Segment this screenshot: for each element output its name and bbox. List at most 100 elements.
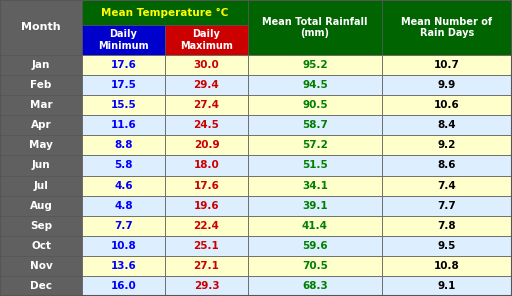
Bar (165, 276, 248, 296)
Bar (382, 236, 512, 256)
Bar (165, 95, 248, 115)
Bar (165, 216, 248, 236)
Text: 15.5: 15.5 (111, 100, 136, 110)
Text: 16.0: 16.0 (111, 281, 136, 291)
Bar (82, 155, 165, 176)
Bar (82, 75, 165, 95)
Bar (0, 216, 82, 236)
Text: 90.5: 90.5 (302, 100, 328, 110)
Text: 41.4: 41.4 (302, 221, 328, 231)
Bar (248, 236, 382, 256)
Bar (82, 276, 165, 296)
Text: 4.8: 4.8 (114, 201, 133, 211)
Text: Jan: Jan (32, 60, 50, 70)
Text: 70.5: 70.5 (302, 261, 328, 271)
Text: 8.8: 8.8 (114, 140, 133, 150)
Bar (82, 0, 248, 25)
Text: 10.6: 10.6 (434, 100, 460, 110)
Text: 30.0: 30.0 (194, 60, 219, 70)
Text: 27.4: 27.4 (194, 100, 220, 110)
Text: Feb: Feb (30, 80, 52, 90)
Bar (248, 256, 382, 276)
Bar (382, 115, 512, 135)
Bar (248, 135, 382, 155)
Text: 7.7: 7.7 (114, 221, 133, 231)
Text: 17.6: 17.6 (111, 60, 136, 70)
Bar (165, 196, 248, 216)
Bar (0, 176, 82, 196)
Bar (0, 236, 82, 256)
Text: 94.5: 94.5 (302, 80, 328, 90)
Bar (382, 135, 512, 155)
Bar (248, 196, 382, 216)
Bar (165, 256, 248, 276)
Text: 7.7: 7.7 (438, 201, 456, 211)
Bar (82, 115, 165, 135)
Text: 25.1: 25.1 (194, 241, 219, 251)
Bar (382, 55, 512, 75)
Bar (0, 95, 82, 115)
Bar (382, 196, 512, 216)
Text: May: May (29, 140, 53, 150)
Text: 5.8: 5.8 (114, 160, 133, 170)
Text: 24.5: 24.5 (194, 120, 220, 130)
Bar (82, 196, 165, 216)
Text: Nov: Nov (30, 261, 52, 271)
Text: Mean Total Rainfall
(mm): Mean Total Rainfall (mm) (262, 17, 368, 38)
Text: 8.4: 8.4 (438, 120, 456, 130)
Text: 22.4: 22.4 (194, 221, 220, 231)
Text: 95.2: 95.2 (302, 60, 328, 70)
Bar (248, 115, 382, 135)
Text: 59.6: 59.6 (302, 241, 328, 251)
Bar (248, 176, 382, 196)
Text: 39.1: 39.1 (302, 201, 328, 211)
Text: 17.5: 17.5 (111, 80, 136, 90)
Text: 7.8: 7.8 (438, 221, 456, 231)
Bar (382, 155, 512, 176)
Text: Month: Month (21, 22, 61, 33)
Bar (382, 95, 512, 115)
Bar (382, 75, 512, 95)
Text: 20.9: 20.9 (194, 140, 219, 150)
Bar (165, 155, 248, 176)
Text: 10.8: 10.8 (434, 261, 460, 271)
Text: Mean Temperature °C: Mean Temperature °C (101, 7, 229, 17)
Bar (165, 115, 248, 135)
Text: Daily
Maximum: Daily Maximum (180, 29, 233, 51)
Text: Aug: Aug (30, 201, 52, 211)
Bar (248, 95, 382, 115)
Bar (248, 216, 382, 236)
Bar (248, 276, 382, 296)
Text: Oct: Oct (31, 241, 51, 251)
Bar (248, 155, 382, 176)
Text: 9.2: 9.2 (438, 140, 456, 150)
Text: Sep: Sep (30, 221, 52, 231)
Text: 4.6: 4.6 (114, 181, 133, 191)
Text: Apr: Apr (31, 120, 51, 130)
Bar (82, 236, 165, 256)
Bar (165, 25, 248, 55)
Bar (248, 75, 382, 95)
Text: 11.6: 11.6 (111, 120, 136, 130)
Text: Dec: Dec (30, 281, 52, 291)
Bar (82, 25, 165, 55)
Bar (165, 176, 248, 196)
Text: 29.3: 29.3 (194, 281, 219, 291)
Text: 9.9: 9.9 (438, 80, 456, 90)
Text: Mar: Mar (30, 100, 52, 110)
Bar (382, 216, 512, 236)
Bar (248, 55, 382, 75)
Bar (82, 176, 165, 196)
Bar (0, 0, 82, 55)
Text: 19.6: 19.6 (194, 201, 219, 211)
Bar (382, 276, 512, 296)
Bar (0, 115, 82, 135)
Text: 10.8: 10.8 (111, 241, 136, 251)
Bar (0, 155, 82, 176)
Text: Jul: Jul (34, 181, 49, 191)
Text: 51.5: 51.5 (302, 160, 328, 170)
Bar (165, 55, 248, 75)
Bar (0, 55, 82, 75)
Text: Daily
Minimum: Daily Minimum (98, 29, 149, 51)
Bar (382, 0, 512, 55)
